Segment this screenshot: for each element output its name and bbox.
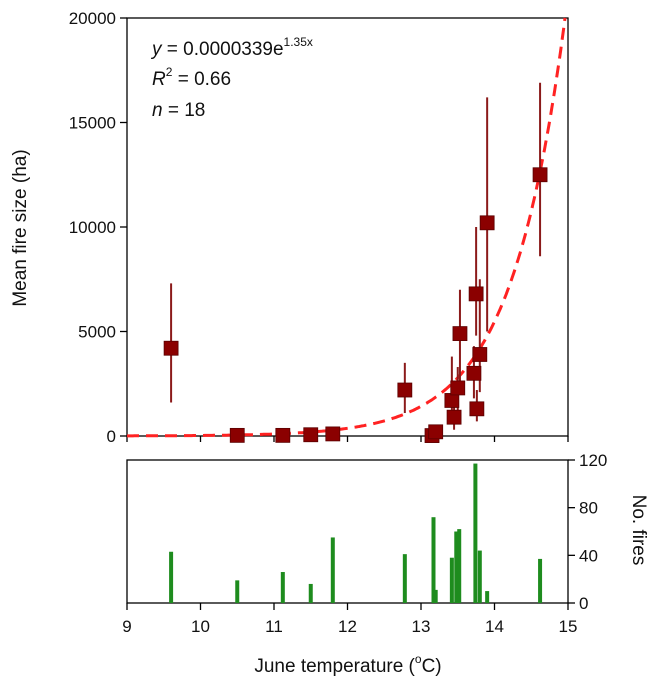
data-point-marker: [469, 401, 485, 417]
fire-count-bar: [485, 591, 490, 603]
data-point-marker: [532, 167, 548, 183]
bottom-y-tick-label: 0: [579, 594, 588, 613]
bottom-y-axis-label: No. fires: [628, 495, 649, 566]
fire-count-bar: [473, 463, 478, 603]
fire-count-bar: [169, 551, 174, 603]
top-y-tick-label: 15000: [69, 114, 116, 133]
fire-count-bar: [235, 580, 240, 603]
data-point-marker: [229, 427, 245, 443]
exponential-fit-curve: [127, 17, 567, 438]
n-lhs: n: [152, 100, 163, 121]
fire-count-bar: [280, 572, 285, 603]
bottom-x-tick-label: 13: [412, 617, 431, 636]
x-axis-label-post: C): [422, 656, 442, 677]
r2-sup: 2: [166, 65, 173, 79]
bottom-panel-frame: [126, 459, 569, 604]
top-y-axis-label: Mean fire size (ha): [10, 149, 31, 306]
data-point-marker: [472, 347, 488, 362]
fire-count-bar: [449, 557, 454, 603]
data-point-marker: [163, 340, 179, 356]
svg-text:n = 18: n = 18: [152, 100, 205, 121]
bottom-x-tick-label: 12: [338, 617, 357, 636]
data-point-marker: [444, 393, 460, 408]
x-axis-label-sup: o: [415, 652, 422, 666]
bottom-x-tick-label: 10: [191, 617, 210, 636]
bottom-x-tick-label: 11: [265, 617, 283, 636]
bottom-x-tick-label: 15: [559, 617, 578, 636]
fire-count-bar: [454, 531, 459, 603]
r2-rhs: = 0.66: [172, 69, 231, 90]
fire-count-bar: [457, 529, 462, 603]
fire-count-bar: [330, 537, 335, 603]
top-y-tick-label: 20000: [69, 9, 116, 28]
svg-text:y = 0.0000339e1.35x: y = 0.0000339e1.35x: [150, 35, 313, 60]
fire-count-bar: [538, 558, 543, 603]
r2-lhs: R: [152, 69, 166, 90]
fire-count-bar: [308, 583, 313, 603]
data-point-marker: [450, 380, 466, 396]
data-point-marker: [303, 427, 319, 443]
data-point-marker: [466, 365, 482, 381]
x-axis-label-pre: June temperature (: [254, 656, 415, 677]
data-point-marker: [397, 382, 413, 398]
equation-exponent: 1.35x: [284, 35, 313, 49]
data-point-marker: [452, 326, 468, 341]
fit-equation: y = 0.0000339e1.35x R2 = 0.66 n = 18: [150, 35, 313, 121]
svg-text:R2 = 0.66: R2 = 0.66: [152, 65, 231, 90]
bottom-y-tick-label: 80: [579, 499, 598, 518]
bottom-x-tick-label: 14: [485, 617, 504, 636]
data-point-marker: [275, 427, 291, 443]
data-point-marker: [446, 409, 462, 425]
top-y-tick-label: 10000: [69, 218, 116, 237]
bottom-y-tick-label: 40: [579, 546, 598, 565]
data-point-marker: [468, 286, 484, 302]
n-rhs: = 18: [163, 100, 206, 121]
data-point-marker: [428, 424, 444, 440]
data-point-marker: [325, 426, 341, 442]
fire-count-bar: [402, 554, 407, 603]
equation-rhs: = 0.0000339e: [162, 39, 284, 60]
top-y-tick-label: 0: [107, 427, 116, 446]
fire-count-bar: [477, 550, 482, 603]
fire-count-bar: [431, 517, 436, 603]
top-y-tick-label: 5000: [78, 323, 116, 342]
equation-lhs: y: [150, 39, 163, 60]
data-point-marker: [479, 215, 495, 231]
x-axis-label: June temperature (oC): [254, 652, 441, 677]
bottom-x-tick-label: 9: [122, 617, 131, 636]
bottom-y-tick-label: 120: [579, 451, 607, 470]
fire-count-bar: [433, 589, 438, 603]
